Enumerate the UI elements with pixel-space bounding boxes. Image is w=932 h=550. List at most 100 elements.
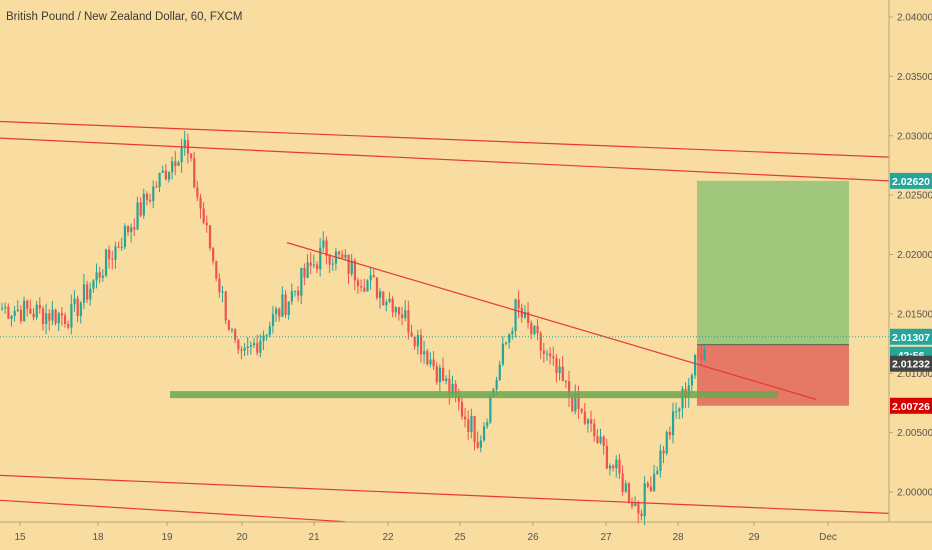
- candle-down: [419, 335, 423, 355]
- candle-up: [73, 298, 76, 305]
- candle-down: [410, 332, 413, 337]
- candle-down: [590, 419, 593, 424]
- candle-up: [4, 306, 7, 309]
- candle-up: [114, 246, 117, 260]
- candle-down: [442, 367, 445, 381]
- candle-down: [596, 436, 599, 443]
- candle-down: [627, 483, 631, 502]
- candle-up: [501, 343, 505, 365]
- candle-up: [429, 359, 432, 365]
- candle-up: [675, 411, 678, 413]
- candle-up: [57, 313, 60, 324]
- time-tick-label: 28: [672, 532, 684, 543]
- candle-down: [117, 246, 120, 248]
- candle-up: [271, 314, 275, 327]
- candle-down: [174, 161, 177, 166]
- candle-down: [539, 333, 542, 351]
- candle-down: [86, 284, 89, 300]
- target-zone: [697, 180, 849, 345]
- time-tick-label: 21: [308, 532, 320, 543]
- candle-up: [599, 436, 602, 443]
- candle-down: [284, 294, 287, 315]
- candle-down: [640, 513, 643, 516]
- candle-down: [347, 254, 350, 274]
- candle-up: [394, 307, 397, 313]
- candle-up: [470, 416, 473, 432]
- candle-down: [530, 323, 533, 334]
- candle-up: [35, 304, 38, 318]
- candle-up: [1, 308, 4, 310]
- candle-down: [549, 353, 552, 357]
- candle-down: [542, 350, 545, 354]
- candle-down: [139, 202, 142, 216]
- candle-down: [464, 416, 467, 420]
- candle-down: [199, 197, 202, 209]
- candle-down: [372, 275, 375, 278]
- candle-down: [338, 251, 341, 255]
- price-tick-label: 2.02000: [897, 250, 932, 261]
- candle-down: [32, 313, 35, 318]
- candle-up: [10, 315, 13, 319]
- candle-down: [234, 329, 237, 340]
- price-badge-label: 2.02620: [892, 176, 930, 188]
- candle-up: [656, 470, 659, 474]
- candle-up: [230, 329, 234, 331]
- candle-up: [659, 450, 662, 471]
- candle-up: [690, 375, 694, 386]
- candle-down: [316, 264, 319, 270]
- candle-up: [82, 284, 86, 303]
- candle-up: [70, 304, 73, 328]
- candle-up: [51, 309, 54, 321]
- price-badge-label: 2.01307: [892, 332, 930, 344]
- candle-up: [514, 299, 517, 331]
- candle-down: [196, 187, 199, 198]
- candle-down: [356, 280, 360, 287]
- candle-up: [101, 275, 104, 278]
- candle-up: [249, 345, 253, 347]
- candle-down: [561, 366, 564, 382]
- candle-up: [404, 310, 407, 318]
- candle-up: [479, 440, 482, 448]
- time-tick-label: 27: [600, 532, 612, 543]
- candle-down: [580, 408, 583, 412]
- candle-down: [26, 300, 29, 309]
- candle-up: [262, 335, 265, 341]
- candle-up: [275, 308, 278, 315]
- position-zones: [697, 180, 849, 406]
- candle-down: [67, 323, 70, 328]
- candle-down: [64, 315, 67, 324]
- candle-down: [54, 309, 57, 324]
- candle-down: [328, 255, 331, 265]
- candle-down: [278, 308, 281, 317]
- candle-down: [401, 314, 404, 318]
- candle-down: [164, 170, 167, 180]
- trendline: [0, 120, 890, 158]
- candle-down: [571, 396, 574, 412]
- candle-down: [227, 320, 230, 330]
- candle-down: [476, 442, 479, 448]
- candle-down: [193, 158, 196, 188]
- candle-up: [142, 193, 145, 216]
- price-tick-label: 2.02500: [897, 191, 932, 202]
- candle-up: [13, 311, 16, 316]
- candle-down: [240, 349, 243, 351]
- candle-down: [256, 343, 259, 353]
- candle-up: [287, 301, 290, 315]
- trendlines: [0, 120, 890, 523]
- candle-up: [253, 343, 256, 346]
- candle-up: [366, 280, 369, 292]
- candle-down: [448, 378, 451, 395]
- candle-down: [48, 313, 51, 321]
- candle-up: [615, 459, 618, 469]
- candle-down: [391, 298, 394, 313]
- candle-up: [265, 335, 268, 337]
- candle-down: [602, 436, 605, 446]
- candle-up: [281, 294, 284, 317]
- candle-up: [634, 502, 637, 507]
- candle-up: [89, 288, 92, 300]
- price-badge: [890, 328, 932, 345]
- time-tick-label: 22: [382, 532, 394, 543]
- candle-down: [309, 262, 312, 266]
- candle-up: [306, 262, 309, 278]
